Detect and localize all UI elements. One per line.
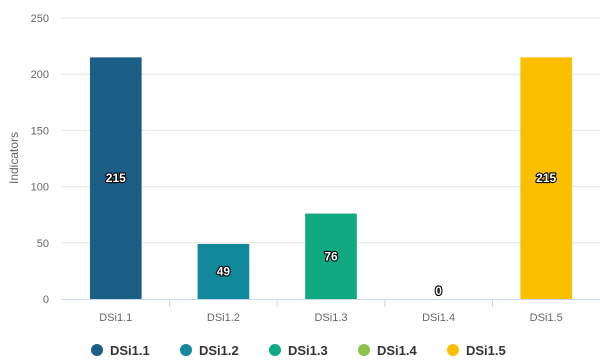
- bars: [89, 57, 573, 300]
- legend-item[interactable]: DSi1.5: [447, 343, 506, 358]
- gridlines: [62, 17, 600, 244]
- x-tick-label: DSi1.1: [99, 312, 132, 324]
- bar-dsi1-3[interactable]: [305, 213, 357, 299]
- legend-label: DSi1.3: [288, 343, 328, 358]
- legend-marker: [447, 344, 459, 356]
- x-tick-label: DSi1.5: [530, 312, 563, 324]
- y-tick-label: 100: [31, 182, 49, 194]
- legend-marker: [91, 344, 103, 356]
- x-tick-label: DSi1.3: [314, 312, 347, 324]
- x-tick-label: DSi1.4: [422, 312, 455, 324]
- x-tick-label: DSi1.2: [207, 312, 240, 324]
- legend-label: DSi1.5: [466, 343, 506, 358]
- y-tick-label: 250: [31, 13, 49, 25]
- legend-label: DSi1.1: [110, 343, 150, 358]
- legend-label: DSi1.2: [199, 343, 239, 358]
- y-axis-ticks: 0 50 100 150 200 250: [31, 13, 49, 306]
- data-labels: 215 49 76 0 215: [105, 170, 558, 299]
- y-tick-label: 0: [43, 294, 49, 306]
- legend-marker: [358, 344, 370, 356]
- legend-item[interactable]: DSi1.1: [91, 343, 150, 358]
- legend-marker: [180, 344, 192, 356]
- legend-label: DSi1.4: [377, 343, 418, 358]
- y-tick-label: 150: [31, 125, 49, 137]
- data-label: 49: [217, 264, 231, 278]
- legend-item[interactable]: DSi1.3: [269, 343, 328, 358]
- data-label: 215: [536, 171, 556, 185]
- legend-item[interactable]: DSi1.4: [358, 343, 418, 358]
- legend-item[interactable]: DSi1.2: [180, 343, 239, 358]
- bar-dsi1-5[interactable]: [520, 57, 573, 300]
- x-axis-ticks: DSi1.1 DSi1.2 DSi1.3 DSi1.4 DSi1.5: [99, 299, 563, 324]
- bar-dsi1-2[interactable]: [197, 243, 250, 299]
- y-axis-label: Indicators: [7, 132, 21, 184]
- data-label: 76: [324, 249, 338, 263]
- bar-dsi1-1[interactable]: [89, 57, 142, 300]
- data-label: 0: [435, 284, 442, 298]
- legend: DSi1.1 DSi1.2 DSi1.3 DSi1.4 DSi1.5: [91, 343, 506, 358]
- legend-marker: [269, 344, 281, 356]
- y-tick-label: 200: [31, 69, 49, 81]
- data-label: 215: [106, 171, 126, 185]
- y-tick-label: 50: [37, 238, 49, 250]
